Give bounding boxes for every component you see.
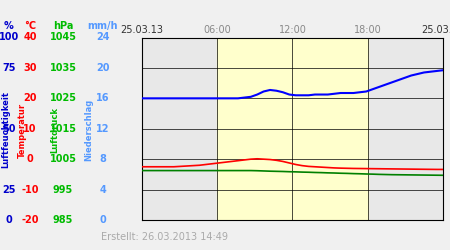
Text: 1005: 1005 (50, 154, 76, 164)
Text: -10: -10 (22, 184, 39, 194)
Text: 25.03.13: 25.03.13 (120, 25, 163, 35)
Text: 1025: 1025 (50, 93, 76, 103)
Text: 24: 24 (96, 32, 109, 42)
Text: 16: 16 (96, 93, 109, 103)
Text: 25.03.13: 25.03.13 (422, 25, 450, 35)
Text: 1015: 1015 (50, 124, 76, 134)
Text: 12:00: 12:00 (279, 25, 306, 35)
Text: 1035: 1035 (50, 63, 76, 73)
Text: 985: 985 (53, 215, 73, 225)
Text: 20: 20 (96, 63, 109, 73)
Text: 12: 12 (96, 124, 109, 134)
Text: 30: 30 (23, 63, 37, 73)
Text: 8: 8 (99, 154, 106, 164)
Text: 1045: 1045 (50, 32, 76, 42)
Text: 50: 50 (2, 124, 16, 134)
Text: °C: °C (24, 21, 36, 31)
Text: Erstellt: 26.03.2013 14:49: Erstellt: 26.03.2013 14:49 (101, 232, 228, 242)
Text: Luftfeuchtigkeit: Luftfeuchtigkeit (1, 92, 10, 168)
Text: Luftdruck: Luftdruck (50, 107, 59, 153)
Text: hPa: hPa (53, 21, 73, 31)
Text: 0: 0 (5, 215, 13, 225)
Text: 100: 100 (0, 32, 19, 42)
Bar (217, 38, 368, 220)
Text: 0: 0 (99, 215, 106, 225)
Text: 10: 10 (23, 124, 37, 134)
Text: mm/h: mm/h (87, 21, 118, 31)
Text: 06:00: 06:00 (203, 25, 231, 35)
Text: %: % (4, 21, 14, 31)
Text: 25: 25 (2, 184, 16, 194)
Text: 20: 20 (23, 93, 37, 103)
Text: 75: 75 (2, 63, 16, 73)
Text: 4: 4 (99, 184, 106, 194)
Text: 40: 40 (23, 32, 37, 42)
Text: Niederschlag: Niederschlag (85, 99, 94, 161)
Text: 995: 995 (53, 184, 73, 194)
Text: -20: -20 (22, 215, 39, 225)
Text: Temperatur: Temperatur (18, 102, 27, 158)
Text: 18:00: 18:00 (354, 25, 382, 35)
Text: 0: 0 (27, 154, 34, 164)
